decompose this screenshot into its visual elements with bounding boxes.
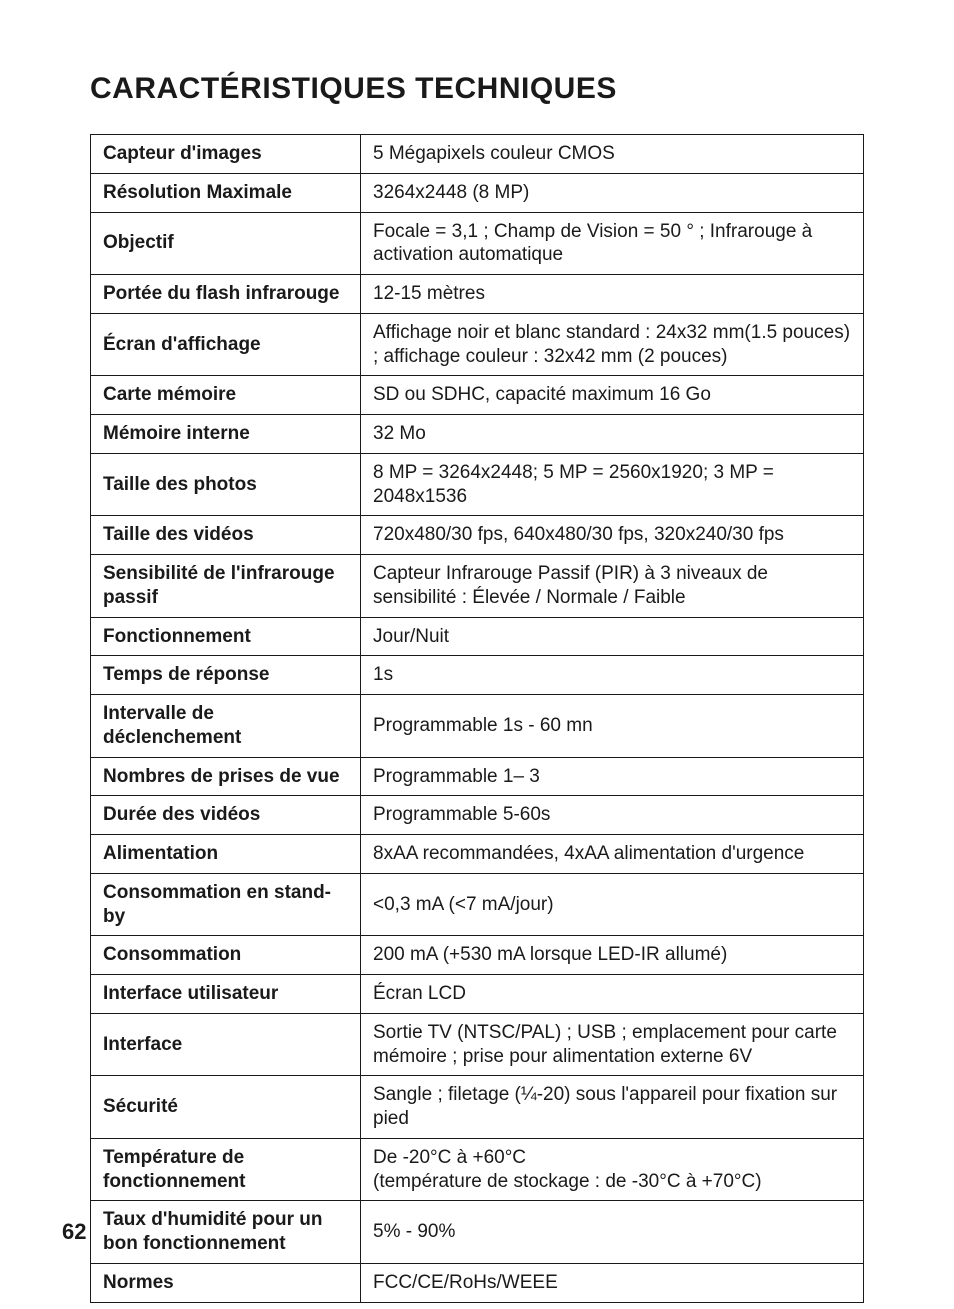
spec-label: Carte mémoire — [91, 376, 361, 415]
spec-label: Objectif — [91, 212, 361, 275]
spec-value: Sortie TV (NTSC/PAL) ; USB ; emplacement… — [361, 1013, 864, 1076]
spec-value: Programmable 1s - 60 mn — [361, 695, 864, 758]
spec-table: Capteur d'images 5 Mégapixels couleur CM… — [90, 134, 864, 1303]
spec-value: 720x480/30 fps, 640x480/30 fps, 320x240/… — [361, 516, 864, 555]
spec-label: Temps de réponse — [91, 656, 361, 695]
spec-label: Portée du flash infrarouge — [91, 275, 361, 314]
spec-value: 32 Mo — [361, 415, 864, 454]
spec-value: Écran LCD — [361, 975, 864, 1014]
spec-label: Sécurité — [91, 1076, 361, 1139]
spec-value: Affichage noir et blanc standard : 24x32… — [361, 313, 864, 376]
spec-value: De -20°C à +60°C (température de stockag… — [361, 1138, 864, 1201]
spec-value: <0,3 mA (<7 mA/jour) — [361, 873, 864, 936]
spec-label: Consommation — [91, 936, 361, 975]
page-content: CARACTÉRISTIQUES TECHNIQUES Capteur d'im… — [0, 0, 954, 1303]
spec-value: 12-15 mètres — [361, 275, 864, 314]
spec-label: Durée des vidéos — [91, 796, 361, 835]
spec-value: 200 mA (+530 mA lorsque LED-IR allumé) — [361, 936, 864, 975]
table-row: Sécurité Sangle ; filetage (¼-20) sous l… — [91, 1076, 864, 1139]
spec-value: 3264x2448 (8 MP) — [361, 173, 864, 212]
table-row: Taille des photos 8 MP = 3264x2448; 5 MP… — [91, 453, 864, 516]
spec-value: Sangle ; filetage (¼-20) sous l'appareil… — [361, 1076, 864, 1139]
spec-label: Température de fonctionnement — [91, 1138, 361, 1201]
spec-value: 5 Mégapixels couleur CMOS — [361, 135, 864, 174]
table-row: Nombres de prises de vue Programmable 1–… — [91, 757, 864, 796]
table-row: Intervalle de déclenchement Programmable… — [91, 695, 864, 758]
spec-label: Intervalle de déclenchement — [91, 695, 361, 758]
spec-label: Interface — [91, 1013, 361, 1076]
table-row: Consommation 200 mA (+530 mA lorsque LED… — [91, 936, 864, 975]
table-row: Température de fonctionnement De -20°C à… — [91, 1138, 864, 1201]
spec-label: Nombres de prises de vue — [91, 757, 361, 796]
table-row: Interface Sortie TV (NTSC/PAL) ; USB ; e… — [91, 1013, 864, 1076]
spec-value: 5% - 90% — [361, 1201, 864, 1264]
table-row: Écran d'affichage Affichage noir et blan… — [91, 313, 864, 376]
spec-label: Taux d'humidité pour un bon fonctionneme… — [91, 1201, 361, 1264]
table-row: Portée du flash infrarouge 12-15 mètres — [91, 275, 864, 314]
spec-value: 1s — [361, 656, 864, 695]
table-row: Sensibilité de l'infrarouge passif Capte… — [91, 555, 864, 618]
table-row: Temps de réponse 1s — [91, 656, 864, 695]
spec-label: Alimentation — [91, 835, 361, 874]
spec-value: Focale = 3,1 ; Champ de Vision = 50 ° ; … — [361, 212, 864, 275]
spec-label: Sensibilité de l'infrarouge passif — [91, 555, 361, 618]
spec-value: SD ou SDHC, capacité maximum 16 Go — [361, 376, 864, 415]
table-row: Fonctionnement Jour/Nuit — [91, 617, 864, 656]
table-row: Capteur d'images 5 Mégapixels couleur CM… — [91, 135, 864, 174]
table-row: Durée des vidéos Programmable 5-60s — [91, 796, 864, 835]
spec-label: Capteur d'images — [91, 135, 361, 174]
spec-label: Taille des vidéos — [91, 516, 361, 555]
spec-label: Interface utilisateur — [91, 975, 361, 1014]
table-row: Taille des vidéos 720x480/30 fps, 640x48… — [91, 516, 864, 555]
temp-line2: (température de stockage : de -30°C à +7… — [373, 1170, 851, 1194]
temp-line1: De -20°C à +60°C — [373, 1146, 851, 1170]
spec-value: 8xAA recommandées, 4xAA alimentation d'u… — [361, 835, 864, 874]
spec-label: Écran d'affichage — [91, 313, 361, 376]
table-row: Mémoire interne 32 Mo — [91, 415, 864, 454]
spec-label: Fonctionnement — [91, 617, 361, 656]
spec-value: Programmable 5-60s — [361, 796, 864, 835]
spec-label: Taille des photos — [91, 453, 361, 516]
spec-label: Résolution Maximale — [91, 173, 361, 212]
table-row: Taux d'humidité pour un bon fonctionneme… — [91, 1201, 864, 1264]
page-number: 62 — [62, 1219, 86, 1245]
spec-value: 8 MP = 3264x2448; 5 MP = 2560x1920; 3 MP… — [361, 453, 864, 516]
table-row: Consommation en stand-by <0,3 mA (<7 mA/… — [91, 873, 864, 936]
spec-label: Normes — [91, 1263, 361, 1302]
table-row: Alimentation 8xAA recommandées, 4xAA ali… — [91, 835, 864, 874]
spec-value: FCC/CE/RoHs/WEEE — [361, 1263, 864, 1302]
spec-label: Mémoire interne — [91, 415, 361, 454]
spec-value: Capteur Infrarouge Passif (PIR) à 3 nive… — [361, 555, 864, 618]
spec-value: Jour/Nuit — [361, 617, 864, 656]
spec-label: Consommation en stand-by — [91, 873, 361, 936]
table-row: Normes FCC/CE/RoHs/WEEE — [91, 1263, 864, 1302]
page-title: CARACTÉRISTIQUES TECHNIQUES — [90, 72, 864, 106]
table-row: Interface utilisateur Écran LCD — [91, 975, 864, 1014]
table-row: Objectif Focale = 3,1 ; Champ de Vision … — [91, 212, 864, 275]
spec-value: Programmable 1– 3 — [361, 757, 864, 796]
table-row: Résolution Maximale 3264x2448 (8 MP) — [91, 173, 864, 212]
table-row: Carte mémoire SD ou SDHC, capacité maxim… — [91, 376, 864, 415]
